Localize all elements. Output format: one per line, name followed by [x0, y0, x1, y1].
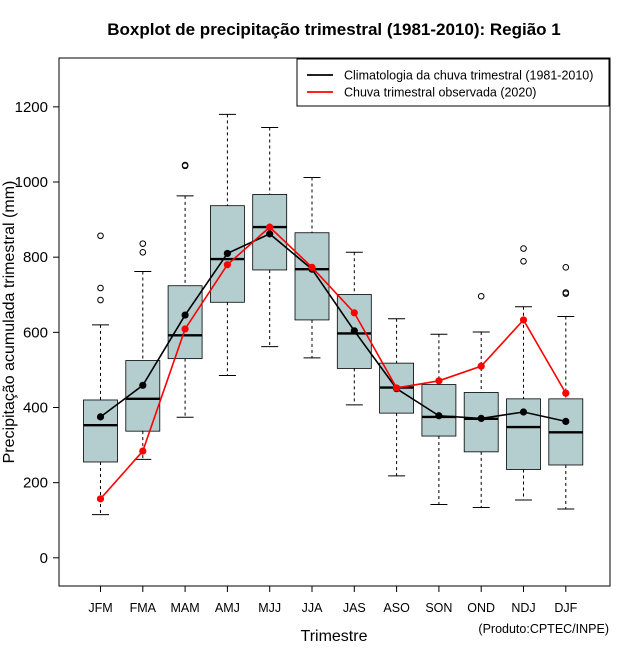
series-point-0 — [519, 408, 528, 416]
box-DJF — [548, 264, 584, 510]
x-tick-label: JAS — [343, 601, 366, 615]
x-tick-label: ASO — [383, 601, 410, 615]
series-point-0 — [562, 417, 570, 425]
outlier-point — [520, 245, 527, 252]
outlier-point — [562, 289, 570, 296]
y-tick-label: 1000 — [15, 174, 48, 191]
box-JFM — [83, 232, 118, 516]
box-iqr — [421, 384, 457, 437]
box-FMA — [125, 240, 161, 460]
product-credit: (Produto:CPTEC/INPE) — [478, 622, 609, 636]
x-tick-label: OND — [467, 601, 495, 615]
legend: Climatologia da chuva trimestral (1981-2… — [296, 58, 610, 107]
x-tick-label: DJF — [554, 601, 577, 615]
series-line-0 — [100, 232, 566, 423]
x-tick-label: NDJ — [511, 601, 535, 615]
series-point-0 — [477, 414, 485, 422]
legend-label: Climatologia da chuva trimestral (1981-2… — [344, 69, 593, 83]
legend-box — [296, 58, 610, 107]
plot-area: 0 200 400 600 800 1000 1200 JFM FMA MAM AMJ MJJ JJA J… — [15, 57, 611, 615]
chart-title: Boxplot de precipitação trimestral (1981… — [107, 20, 561, 39]
series-line-1 — [99, 226, 567, 500]
box-MJJ — [252, 127, 288, 348]
series-point-1 — [477, 362, 485, 370]
x-tick-label: JFM — [88, 601, 112, 615]
x-tick-label: FMA — [130, 601, 157, 615]
series-point-1 — [139, 447, 147, 455]
series-point-1 — [266, 223, 274, 231]
series-point-1 — [181, 325, 189, 333]
series-point-0 — [350, 327, 358, 335]
y-tick-label: 0 — [40, 550, 48, 567]
series-point-1 — [562, 389, 570, 397]
series-point-1 — [96, 495, 105, 503]
plot-frame — [58, 57, 611, 587]
series-point-0 — [96, 413, 105, 421]
y-tick-label: 800 — [23, 249, 48, 266]
series-point-0 — [266, 230, 274, 238]
series-point-0 — [223, 249, 231, 258]
box-NDJ — [506, 245, 541, 501]
x-tick-label: AMJ — [215, 601, 240, 615]
outlier-point — [97, 296, 104, 304]
outlier-point — [520, 258, 527, 265]
box-JJA — [294, 177, 330, 359]
box-iqr — [294, 232, 330, 321]
box-SON — [421, 333, 457, 505]
y-tick-label: 600 — [23, 324, 48, 341]
outlier-point — [97, 232, 104, 240]
legend-label: Chuva trimestral observada (2020) — [344, 86, 536, 100]
y-tick-label: 400 — [23, 399, 48, 416]
x-tick-label: MAM — [171, 601, 200, 615]
series-point-0 — [181, 311, 189, 319]
series-point-0 — [435, 412, 443, 420]
box-AMJ — [209, 113, 245, 377]
series-point-1 — [350, 309, 358, 317]
box-iqr — [125, 360, 161, 432]
series-point-1 — [308, 263, 316, 271]
box-OND — [463, 292, 499, 508]
series-point-1 — [223, 261, 231, 269]
x-tick-label: JJA — [302, 601, 324, 615]
y-axis-label: Precipitação acumulada trimestral (mm) — [1, 181, 18, 464]
outlier-point — [477, 292, 485, 300]
x-tick-label: MJJ — [258, 601, 281, 615]
outlier-point — [181, 161, 189, 169]
box-MAM — [167, 161, 203, 418]
series-point-1 — [519, 316, 528, 324]
series-point-0 — [139, 381, 147, 389]
x-tick-label: SON — [425, 601, 452, 615]
outlier-point — [139, 240, 147, 247]
outlier-point — [97, 284, 104, 292]
x-axis-label: Trimestre — [301, 628, 368, 645]
series-point-1 — [435, 377, 443, 385]
outlier-point — [562, 264, 570, 271]
y-tick-label: 200 — [23, 475, 48, 492]
series-point-1 — [393, 384, 401, 392]
y-tick-label: 1200 — [15, 99, 48, 116]
box-ASO — [379, 318, 415, 477]
outlier-point — [139, 248, 147, 256]
box-iqr — [463, 392, 499, 453]
box-iqr — [83, 399, 118, 463]
